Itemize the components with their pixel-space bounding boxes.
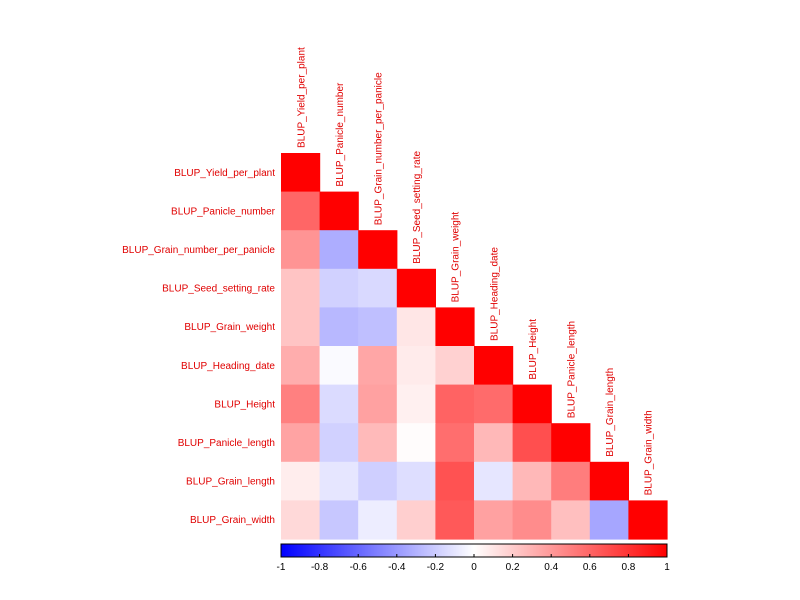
colorbar-tick-label: 0.8 (621, 562, 635, 573)
heatmap-cell-6-0 (281, 384, 321, 424)
column-label: BLUP_Heading_date (489, 247, 500, 341)
heatmap-cell-6-3 (396, 384, 436, 424)
heatmap-cell-6-2 (358, 384, 398, 424)
colorbar-tick-label: -0.4 (388, 562, 406, 573)
row-label: BLUP_Grain_weight (184, 322, 275, 333)
row-label: BLUP_Yield_per_plant (174, 168, 275, 179)
colorbar: -1 -0.8 -0.6 -0.4 -0.2 0 0.2 0.4 0.6 0.8 1 (277, 543, 670, 573)
column-label: BLUP_Grain_weight (451, 212, 462, 303)
heatmap-cell-4-3 (396, 307, 436, 347)
row-label: BLUP_Panicle_length (178, 438, 275, 449)
heatmap-cell-8-3 (396, 461, 436, 501)
heatmap-cell-2-1 (319, 230, 359, 270)
heatmap-cell-8-0 (281, 461, 321, 501)
heatmap-cell-9-2 (358, 500, 398, 540)
row-label: BLUP_Panicle_number (171, 206, 276, 217)
column-label: BLUP_Seed_setting_rate (412, 151, 423, 264)
row-label: BLUP_Grain_width (190, 515, 275, 526)
heatmap-cell-4-4 (435, 307, 475, 347)
heatmap-cell-8-6 (512, 461, 552, 501)
colorbar-tick-label: 0 (471, 562, 477, 573)
heatmap-cell-4-2 (358, 307, 398, 347)
colorbar-tick-label: -0.2 (427, 562, 445, 573)
heatmap-cell-9-8 (589, 500, 629, 540)
heatmap-cell-9-9 (628, 500, 668, 540)
colorbar-tick-label: 1 (664, 562, 670, 573)
heatmap-cell-1-1 (319, 191, 359, 231)
colorbar-tick-label: -0.8 (311, 562, 329, 573)
heatmap-cell-0-0 (281, 153, 321, 193)
row-label: BLUP_Seed_setting_rate (162, 284, 275, 295)
heatmap-cell-5-5 (474, 346, 514, 386)
heatmap-cell-8-4 (435, 461, 475, 501)
colorbar-ticks: -1 -0.8 -0.6 -0.4 -0.2 0 0.2 0.4 0.6 0.8 1 (277, 554, 670, 573)
heatmap-cell-9-4 (435, 500, 475, 540)
heatmap-cell-8-7 (551, 461, 591, 501)
row-label: BLUP_Grain_number_per_panicle (122, 245, 275, 256)
heatmap-cell-7-3 (396, 423, 436, 463)
heatmap-cell-3-1 (319, 268, 359, 308)
heatmap-cell-6-6 (512, 384, 552, 424)
heatmap-cell-8-1 (319, 461, 359, 501)
row-label: BLUP_Heading_date (181, 361, 275, 372)
colorbar-tick-label: 0.2 (506, 562, 520, 573)
heatmap-cell-8-2 (358, 461, 398, 501)
heatmap-cell-7-4 (435, 423, 475, 463)
heatmap-cell-4-0 (281, 307, 321, 347)
heatmap-cell-4-1 (319, 307, 359, 347)
heatmap-cell-7-6 (512, 423, 552, 463)
heatmap-cell-8-8 (589, 461, 629, 501)
column-label: BLUP_Height (528, 319, 539, 380)
row-label: BLUP_Grain_length (186, 477, 275, 488)
heatmap-cell-9-3 (396, 500, 436, 540)
heatmap-cell-1-0 (281, 191, 321, 231)
row-labels: BLUP_Yield_per_plant BLUP_Panicle_number B… (122, 168, 276, 526)
heatmap-cell-5-0 (281, 346, 321, 386)
colorbar-gradient (281, 544, 667, 557)
heatmap-cell-6-1 (319, 384, 359, 424)
column-label: BLUP_Grain_number_per_panicle (374, 72, 385, 225)
column-labels: BLUP_Yield_per_plant BLUP_Panicle_number B… (296, 47, 654, 495)
heatmap-cell-6-4 (435, 384, 475, 424)
heatmap-cell-2-2 (358, 230, 398, 270)
colorbar-tick-label: -1 (277, 562, 286, 573)
heatmap-cell-6-5 (474, 384, 514, 424)
heatmap-cell-7-7 (551, 423, 591, 463)
heatmap-cell-2-0 (281, 230, 321, 270)
heatmap-cell-8-5 (474, 461, 514, 501)
row-label: BLUP_Height (214, 399, 275, 410)
heatmap-cell-7-5 (474, 423, 514, 463)
heatmap-cells (281, 153, 668, 540)
colorbar-tick-label: 0.6 (583, 562, 597, 573)
colorbar-tick-label: 0.4 (544, 562, 558, 573)
column-label: BLUP_Panicle_length (567, 321, 578, 418)
heatmap-cell-3-2 (358, 268, 398, 308)
heatmap-cell-5-4 (435, 346, 475, 386)
heatmap-cell-9-0 (281, 500, 321, 540)
heatmap-cell-7-0 (281, 423, 321, 463)
heatmap-cell-9-1 (319, 500, 359, 540)
column-label: BLUP_Yield_per_plant (296, 47, 307, 148)
heatmap-cell-5-1 (319, 346, 359, 386)
heatmap-cell-9-7 (551, 500, 591, 540)
heatmap-cell-3-3 (396, 268, 436, 308)
heatmap-cell-9-6 (512, 500, 552, 540)
heatmap-cell-9-5 (474, 500, 514, 540)
column-label: BLUP_Grain_length (605, 368, 616, 457)
column-label: BLUP_Panicle_number (335, 82, 346, 187)
heatmap-cell-5-2 (358, 346, 398, 386)
column-label: BLUP_Grain_width (644, 410, 655, 495)
heatmap-cell-7-1 (319, 423, 359, 463)
heatmap-cell-3-0 (281, 268, 321, 308)
colorbar-tick-label: -0.6 (350, 562, 368, 573)
heatmap-cell-5-3 (396, 346, 436, 386)
heatmap-cell-7-2 (358, 423, 398, 463)
